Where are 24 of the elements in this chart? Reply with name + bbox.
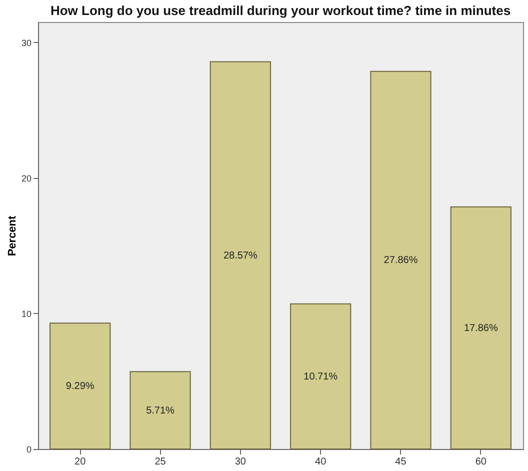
- bar: [50, 322, 111, 450]
- data-label: 17.86%: [464, 322, 498, 334]
- data-label: 28.57%: [223, 250, 258, 262]
- chart-title: How Long do you use treadmill during your workout time? time in minutes: [50, 3, 511, 18]
- y-axis-title: Percent: [6, 215, 18, 256]
- y-tick-label: 30: [21, 38, 32, 48]
- bar: [450, 206, 512, 450]
- data-label: 9.29%: [66, 381, 94, 392]
- bar: [130, 371, 191, 450]
- x-tick-label: 20: [74, 456, 86, 468]
- data-label: 10.71%: [304, 371, 338, 382]
- data-label: 5.71%: [146, 405, 175, 416]
- x-tick-label: 25: [154, 456, 166, 468]
- data-label: 27.86%: [384, 255, 418, 266]
- y-tick-label: 10: [21, 308, 32, 319]
- x-tick-label: 45: [395, 456, 407, 468]
- x-tick-label: 60: [475, 456, 487, 468]
- y-tick-label: 0: [26, 444, 32, 454]
- x-tick-label: 30: [234, 456, 246, 468]
- bar: [290, 303, 352, 450]
- bar: [370, 70, 432, 450]
- y-tick-label: 20: [21, 173, 32, 184]
- x-tick-label: 40: [315, 456, 327, 468]
- bar: [210, 61, 271, 450]
